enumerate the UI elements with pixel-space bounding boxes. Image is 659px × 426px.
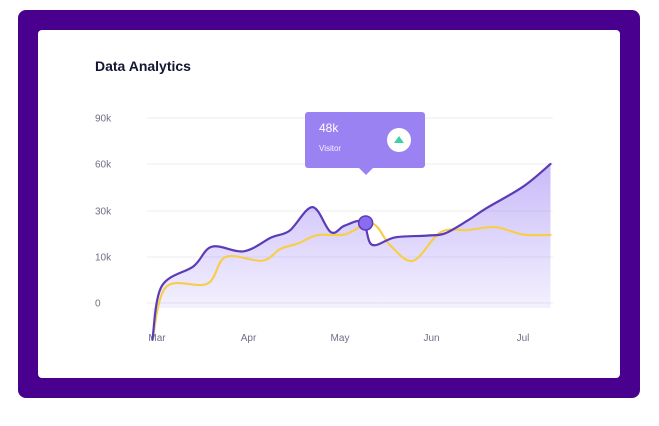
x-tick-label: May [331, 333, 350, 344]
x-tick-label: Jun [423, 333, 439, 344]
y-tick-label: 30k [95, 207, 112, 218]
tooltip-value: 48k [319, 121, 339, 135]
x-tick-label: Mar [148, 333, 166, 344]
x-tick-label: Jul [517, 333, 530, 344]
y-tick-label: 60k [95, 160, 112, 171]
series-line-purple [151, 162, 552, 341]
series-area [152, 164, 551, 340]
x-tick-label: Apr [241, 333, 257, 344]
trend-up-icon [387, 128, 411, 152]
chart-title: Data Analytics [95, 58, 191, 74]
highlight-point[interactable] [357, 215, 374, 231]
series-line-yellow [151, 222, 552, 341]
tooltip-label: Visitor [319, 144, 342, 153]
tooltip: 48k Visitor [305, 112, 425, 175]
y-tick-label: 0 [95, 299, 101, 310]
y-tick-label: 10k [95, 253, 112, 264]
y-tick-label: 90k [95, 114, 112, 125]
